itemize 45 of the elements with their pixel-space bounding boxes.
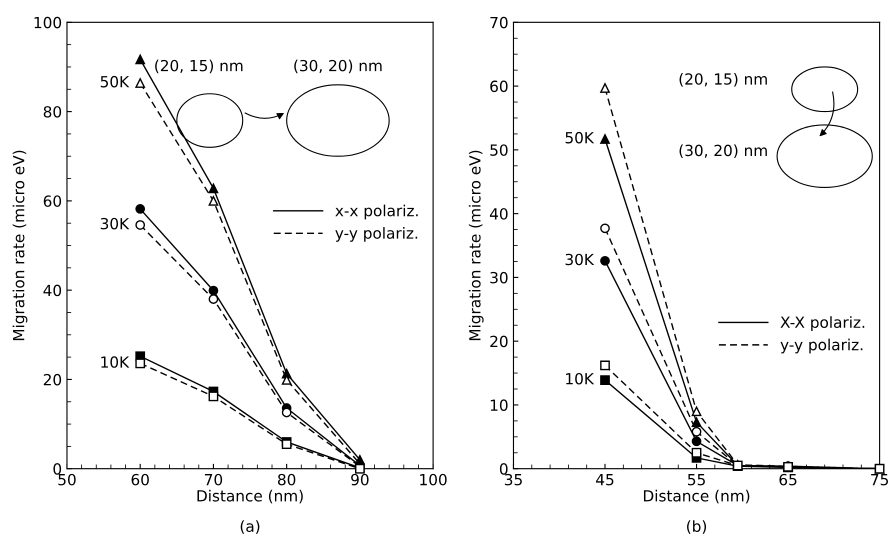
y-tick-label: 50 — [490, 144, 508, 156]
legend-label: x-x polariz. — [335, 204, 418, 220]
y-tick-label: 80 — [44, 106, 62, 118]
x-tick-label: 90 — [351, 474, 369, 486]
annotation: 50K — [100, 76, 130, 88]
y-tick-label: 30 — [490, 272, 508, 284]
annotation: 10K — [566, 372, 594, 385]
annotation: 30K — [100, 218, 130, 230]
y-tick-label: 40 — [43, 284, 62, 296]
x-axis-title: Distance (nm) — [644, 490, 750, 504]
x-tick-label: 35 — [504, 474, 522, 486]
x-tick-label: 80 — [278, 474, 296, 486]
x-tick-label: 60 — [132, 474, 149, 486]
annotation: (20, 15) nm — [155, 60, 242, 74]
x-tick-label: 70 — [204, 474, 222, 486]
y-tick-label: 0 — [500, 463, 508, 475]
x-tick-label: 65 — [779, 474, 796, 486]
y-tick-label: 20 — [44, 374, 62, 386]
x-tick-label: 75 — [871, 474, 888, 486]
annotation: (20, 15) nm — [680, 72, 767, 87]
legend-label: y-y polariz. — [335, 227, 418, 242]
annotation: (30, 20) nm — [294, 60, 382, 74]
text: (a) — [240, 520, 260, 534]
annotation: 10K — [101, 356, 130, 368]
legend-label: y-y polariz. — [780, 338, 862, 354]
annotation: 30K — [566, 254, 594, 266]
y-tick-label: 10 — [490, 399, 508, 411]
x-tick-label: 45 — [596, 474, 614, 486]
y-tick-label: 100 — [34, 16, 62, 28]
y-tick-label: 60 — [44, 195, 62, 207]
annotation: 50K — [566, 132, 594, 144]
y-tick-label: 0 — [53, 463, 62, 475]
x-tick-label: 100 — [420, 474, 447, 486]
text: (b) — [687, 520, 706, 534]
y-axis-title: Migration rate (micro eV) — [468, 150, 484, 340]
y-tick-label: 70 — [490, 16, 508, 28]
x-axis-title: Distance (nm) — [197, 490, 303, 504]
y-axis-title: Migration rate (micro eV) — [12, 150, 28, 340]
annotation: (30, 20) nm — [680, 144, 767, 158]
legend-label: X-X polariz. — [780, 316, 864, 331]
x-tick-label: 50 — [58, 474, 76, 486]
y-tick-label: 20 — [490, 336, 508, 348]
x-tick-label: 55 — [688, 474, 705, 486]
y-tick-label: 40 — [490, 208, 508, 220]
y-tick-label: 60 — [490, 80, 508, 92]
